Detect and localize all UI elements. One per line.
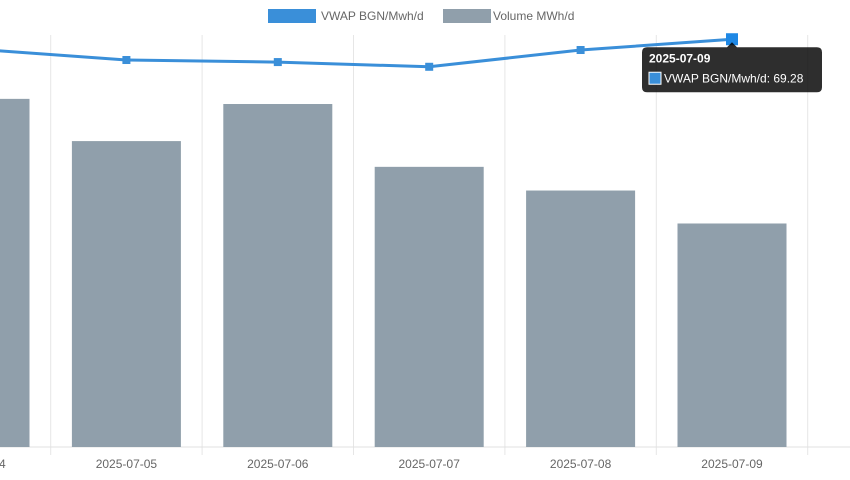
x-tick-label: 2025-07-08 <box>550 457 612 471</box>
bar <box>223 104 333 447</box>
x-tick-label: 2025-07-07 <box>399 457 461 471</box>
tooltip-box <box>642 42 822 93</box>
bar <box>374 166 484 447</box>
bar <box>526 190 636 447</box>
bar <box>0 98 30 448</box>
line-point <box>425 62 434 71</box>
tooltip-label: VWAP BGN/Mwh/d: 69.28 <box>664 71 804 85</box>
legend-swatch <box>443 9 491 23</box>
line-point <box>122 56 131 65</box>
legend-swatch <box>268 9 316 23</box>
legend-label: Volume MWh/d <box>493 9 574 23</box>
legend-label: VWAP BGN/Mwh/d <box>321 9 424 23</box>
bar <box>71 141 181 447</box>
bar <box>677 223 787 447</box>
tooltip-title: 2025-07-09 <box>649 51 711 65</box>
x-tick-label: 2025-07-09 <box>701 457 763 471</box>
line-point <box>576 46 585 55</box>
x-tick-label: 2025-07-06 <box>247 457 309 471</box>
line <box>0 37 733 69</box>
x-tick-label: 2025-07-05 <box>96 457 158 471</box>
line-point <box>726 33 738 46</box>
x-tick-label: 2025-07-04 <box>0 457 6 471</box>
tooltip-swatch <box>648 71 662 85</box>
line-point <box>273 58 282 67</box>
